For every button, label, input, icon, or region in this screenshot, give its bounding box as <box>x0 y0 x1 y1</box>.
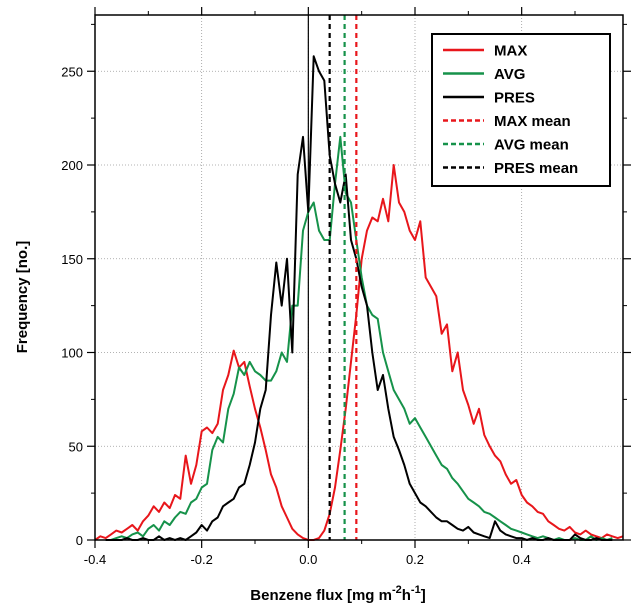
y-axis-title: Frequency [no.] <box>14 241 31 354</box>
x-axis-title-mid: h <box>402 587 411 604</box>
x-axis-title-end: ] <box>421 587 426 604</box>
y-tick-label: 50 <box>69 439 83 454</box>
x-tick-label: 0.4 <box>513 552 531 567</box>
x-tick-label: 0.2 <box>406 552 424 567</box>
x-axis-title-main: Benzene flux [mg m <box>250 587 392 604</box>
y-tick-label: 250 <box>61 64 83 79</box>
x-axis-title: Benzene flux [mg m-2h-1] <box>250 584 425 604</box>
series-line-avg <box>105 135 613 541</box>
legend: MAX AVG PRES MAX mean AVG mean PRES mean <box>431 33 611 187</box>
legend-label-pres-mean: PRES mean <box>494 160 578 177</box>
tick-labels: -0.4 -0.2 0.0 0.2 0.4 0 50 100 150 200 250 <box>61 64 530 567</box>
ticks <box>87 7 631 548</box>
legend-label-max: MAX <box>494 43 527 60</box>
x-tick-label: -0.4 <box>84 552 106 567</box>
plot-frame <box>94 14 624 541</box>
x-tick-label: -0.2 <box>190 552 212 567</box>
legend-label-pres: PRES <box>494 90 535 107</box>
legend-label-max-mean: MAX mean <box>494 113 571 130</box>
legend-label-avg-mean: AVG mean <box>494 137 569 154</box>
means-layer <box>328 15 358 540</box>
series-line-max <box>94 164 624 541</box>
legend-label-avg: AVG <box>494 66 525 83</box>
y-tick-label: 100 <box>61 346 83 361</box>
y-tick-label: 150 <box>61 252 83 267</box>
legend-box <box>431 33 611 187</box>
y-tick-label: 200 <box>61 158 83 173</box>
x-axis-title-sup1: -2 <box>392 584 402 596</box>
x-tick-label: 0.0 <box>299 552 317 567</box>
x-axis-title-sup2: -1 <box>411 584 421 596</box>
y-tick-label: 0 <box>76 533 83 548</box>
